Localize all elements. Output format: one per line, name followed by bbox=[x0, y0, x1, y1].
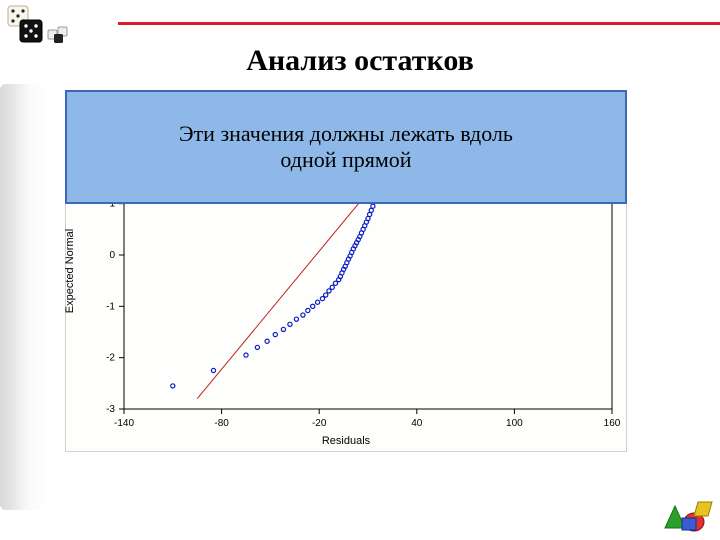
page-title: Анализ остатков bbox=[0, 44, 720, 78]
svg-text:100: 100 bbox=[506, 418, 523, 429]
left-sidebar-decoration bbox=[0, 84, 48, 510]
y-axis-label: Expected Normal bbox=[64, 229, 76, 313]
svg-text:-140: -140 bbox=[114, 418, 134, 429]
header-bar bbox=[0, 0, 720, 44]
svg-text:-80: -80 bbox=[214, 418, 229, 429]
header-rule bbox=[118, 22, 720, 25]
callout-line-2: одной прямой bbox=[280, 147, 411, 172]
svg-text:0: 0 bbox=[109, 250, 115, 261]
x-axis-label: Residuals bbox=[66, 435, 626, 447]
svg-text:-1: -1 bbox=[106, 301, 115, 312]
callout-line-1: Эти значения должны лежать вдоль bbox=[179, 121, 513, 146]
svg-text:160: 160 bbox=[604, 418, 621, 429]
svg-text:-20: -20 bbox=[312, 418, 327, 429]
svg-text:40: 40 bbox=[411, 418, 423, 429]
slide-root: Анализ остатков -140 -80 -20 40 100 160 -3 -2 -1… bbox=[0, 0, 720, 540]
svg-text:-2: -2 bbox=[106, 353, 115, 364]
annotation-callout: Эти значения должны лежать вдоль одной п… bbox=[65, 90, 627, 204]
dice-icon bbox=[4, 4, 74, 44]
shapes-icon bbox=[660, 494, 714, 534]
svg-text:-3: -3 bbox=[106, 404, 115, 415]
annotation-text: Эти значения должны лежать вдоль одной п… bbox=[155, 121, 537, 173]
